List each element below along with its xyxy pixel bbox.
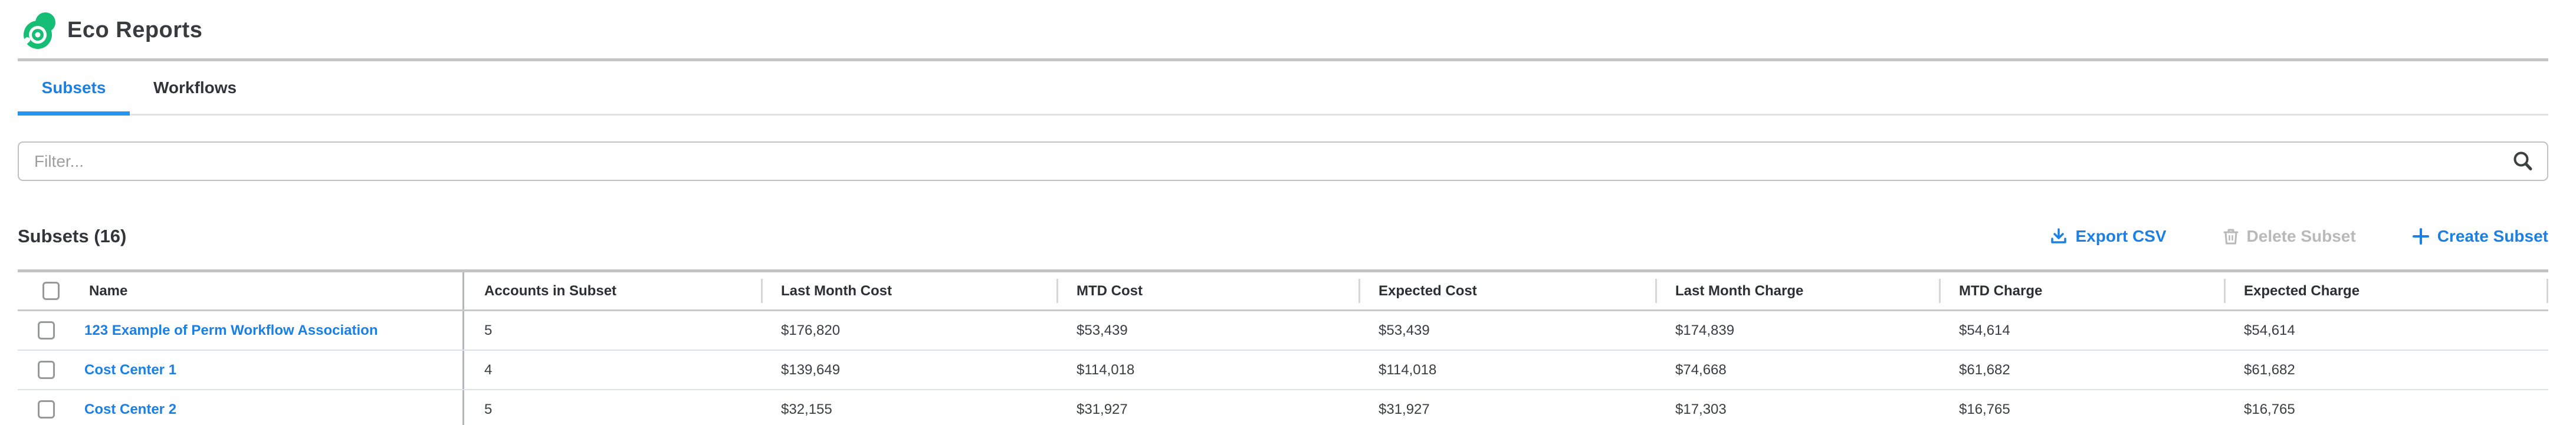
mtd-cost-cell: $53,439	[1077, 322, 1128, 338]
subsets-count-heading: Subsets (16)	[18, 226, 127, 246]
toolbar-actions: Export CSV Delete Subset Create Subset	[1993, 227, 2548, 246]
mtd-cost-cell: $31,927	[1077, 401, 1128, 417]
page-title: Eco Reports	[67, 18, 203, 42]
download-icon	[2050, 228, 2066, 243]
last-month-charge-cell: $174,839	[1675, 322, 1735, 338]
header-divider	[18, 58, 2548, 61]
expected-cost-cell: $31,927	[1379, 401, 1430, 417]
expected-cost-cell: $114,018	[1379, 361, 1437, 378]
subsets-toolbar: Subsets (16) Export CSV Delete Sub	[18, 219, 2548, 254]
create-subset-label: Create Subset	[2437, 227, 2548, 245]
row-checkbox[interactable]	[38, 321, 55, 340]
accounts-cell: 4	[484, 361, 493, 378]
delete-subset-label: Delete Subset	[2246, 227, 2356, 245]
subset-link[interactable]: Cost Center 2	[84, 401, 177, 417]
mtd-charge-cell: $61,682	[1959, 361, 2010, 378]
app-header: Eco Reports	[18, 0, 2548, 58]
subsets-table: Name Accounts in Subset Last Month Cost …	[18, 269, 2548, 425]
name-cell: 123 Example of Perm Workflow Association	[18, 311, 464, 350]
name-cell: Cost Center 1	[18, 351, 464, 389]
expected-charge-cell: $61,682	[2244, 361, 2295, 378]
table-row: Cost Center 1 4 $139,649 $114,018 $114,0…	[18, 351, 2548, 390]
tab-bar: Subsets Workflows	[18, 61, 2548, 116]
accounts-cell: 5	[484, 322, 493, 338]
column-header-last-month-cost[interactable]: Last Month Cost	[761, 272, 1056, 309]
filter-input[interactable]	[18, 141, 2548, 181]
select-all-checkbox[interactable]	[42, 282, 60, 300]
delete-subset-button[interactable]: Delete Subset	[2223, 227, 2356, 246]
table-row: Cost Center 2 5 $32,155 $31,927 $31,927 …	[18, 390, 2548, 425]
header-name: Name	[18, 272, 464, 309]
last-month-cost-cell: $139,649	[781, 361, 841, 378]
trash-icon	[2223, 229, 2239, 245]
eco-logo-icon	[19, 12, 55, 49]
export-csv-label: Export CSV	[2075, 227, 2167, 245]
export-csv-button[interactable]: Export CSV	[2050, 227, 2167, 246]
expected-charge-cell: $54,614	[2244, 322, 2295, 338]
subset-link[interactable]: Cost Center 1	[84, 361, 177, 378]
last-month-charge-cell: $17,303	[1675, 401, 1727, 417]
column-header-mtd-cost[interactable]: MTD Cost	[1056, 272, 1358, 309]
column-header-accounts[interactable]: Accounts in Subset	[484, 282, 617, 299]
tab-workflows[interactable]: Workflows	[153, 78, 237, 97]
mtd-cost-cell: $114,018	[1077, 361, 1135, 378]
mtd-charge-cell: $16,765	[1959, 401, 2010, 417]
column-header-last-month-charge[interactable]: Last Month Charge	[1655, 272, 1939, 309]
last-month-cost-cell: $176,820	[781, 322, 841, 338]
plus-icon	[2412, 228, 2429, 245]
name-cell: Cost Center 2	[18, 390, 464, 425]
mtd-charge-cell: $54,614	[1959, 322, 2010, 338]
column-header-expected-cost[interactable]: Expected Cost	[1358, 272, 1655, 309]
expected-cost-cell: $53,439	[1379, 322, 1430, 338]
create-subset-button[interactable]: Create Subset	[2412, 227, 2548, 246]
last-month-charge-cell: $74,668	[1675, 361, 1727, 378]
row-checkbox[interactable]	[38, 361, 55, 379]
column-header-mtd-charge[interactable]: MTD Charge	[1939, 272, 2224, 309]
subset-link[interactable]: 123 Example of Perm Workflow Association	[84, 322, 378, 338]
row-checkbox[interactable]	[38, 400, 55, 419]
filter-bar	[18, 141, 2548, 181]
page: Eco Reports	[18, 0, 2548, 58]
table-body: 123 Example of Perm Workflow Association…	[18, 311, 2548, 425]
table-header-row: Name Accounts in Subset Last Month Cost …	[18, 272, 2548, 311]
last-month-cost-cell: $32,155	[781, 401, 832, 417]
accounts-cell: 5	[484, 401, 493, 417]
column-header-expected-charge[interactable]: Expected Charge	[2224, 272, 2548, 309]
expected-charge-cell: $16,765	[2244, 401, 2295, 417]
table-row: 123 Example of Perm Workflow Association…	[18, 311, 2548, 351]
column-header-name[interactable]: Name	[89, 282, 128, 299]
tab-subsets[interactable]: Subsets	[18, 61, 130, 116]
